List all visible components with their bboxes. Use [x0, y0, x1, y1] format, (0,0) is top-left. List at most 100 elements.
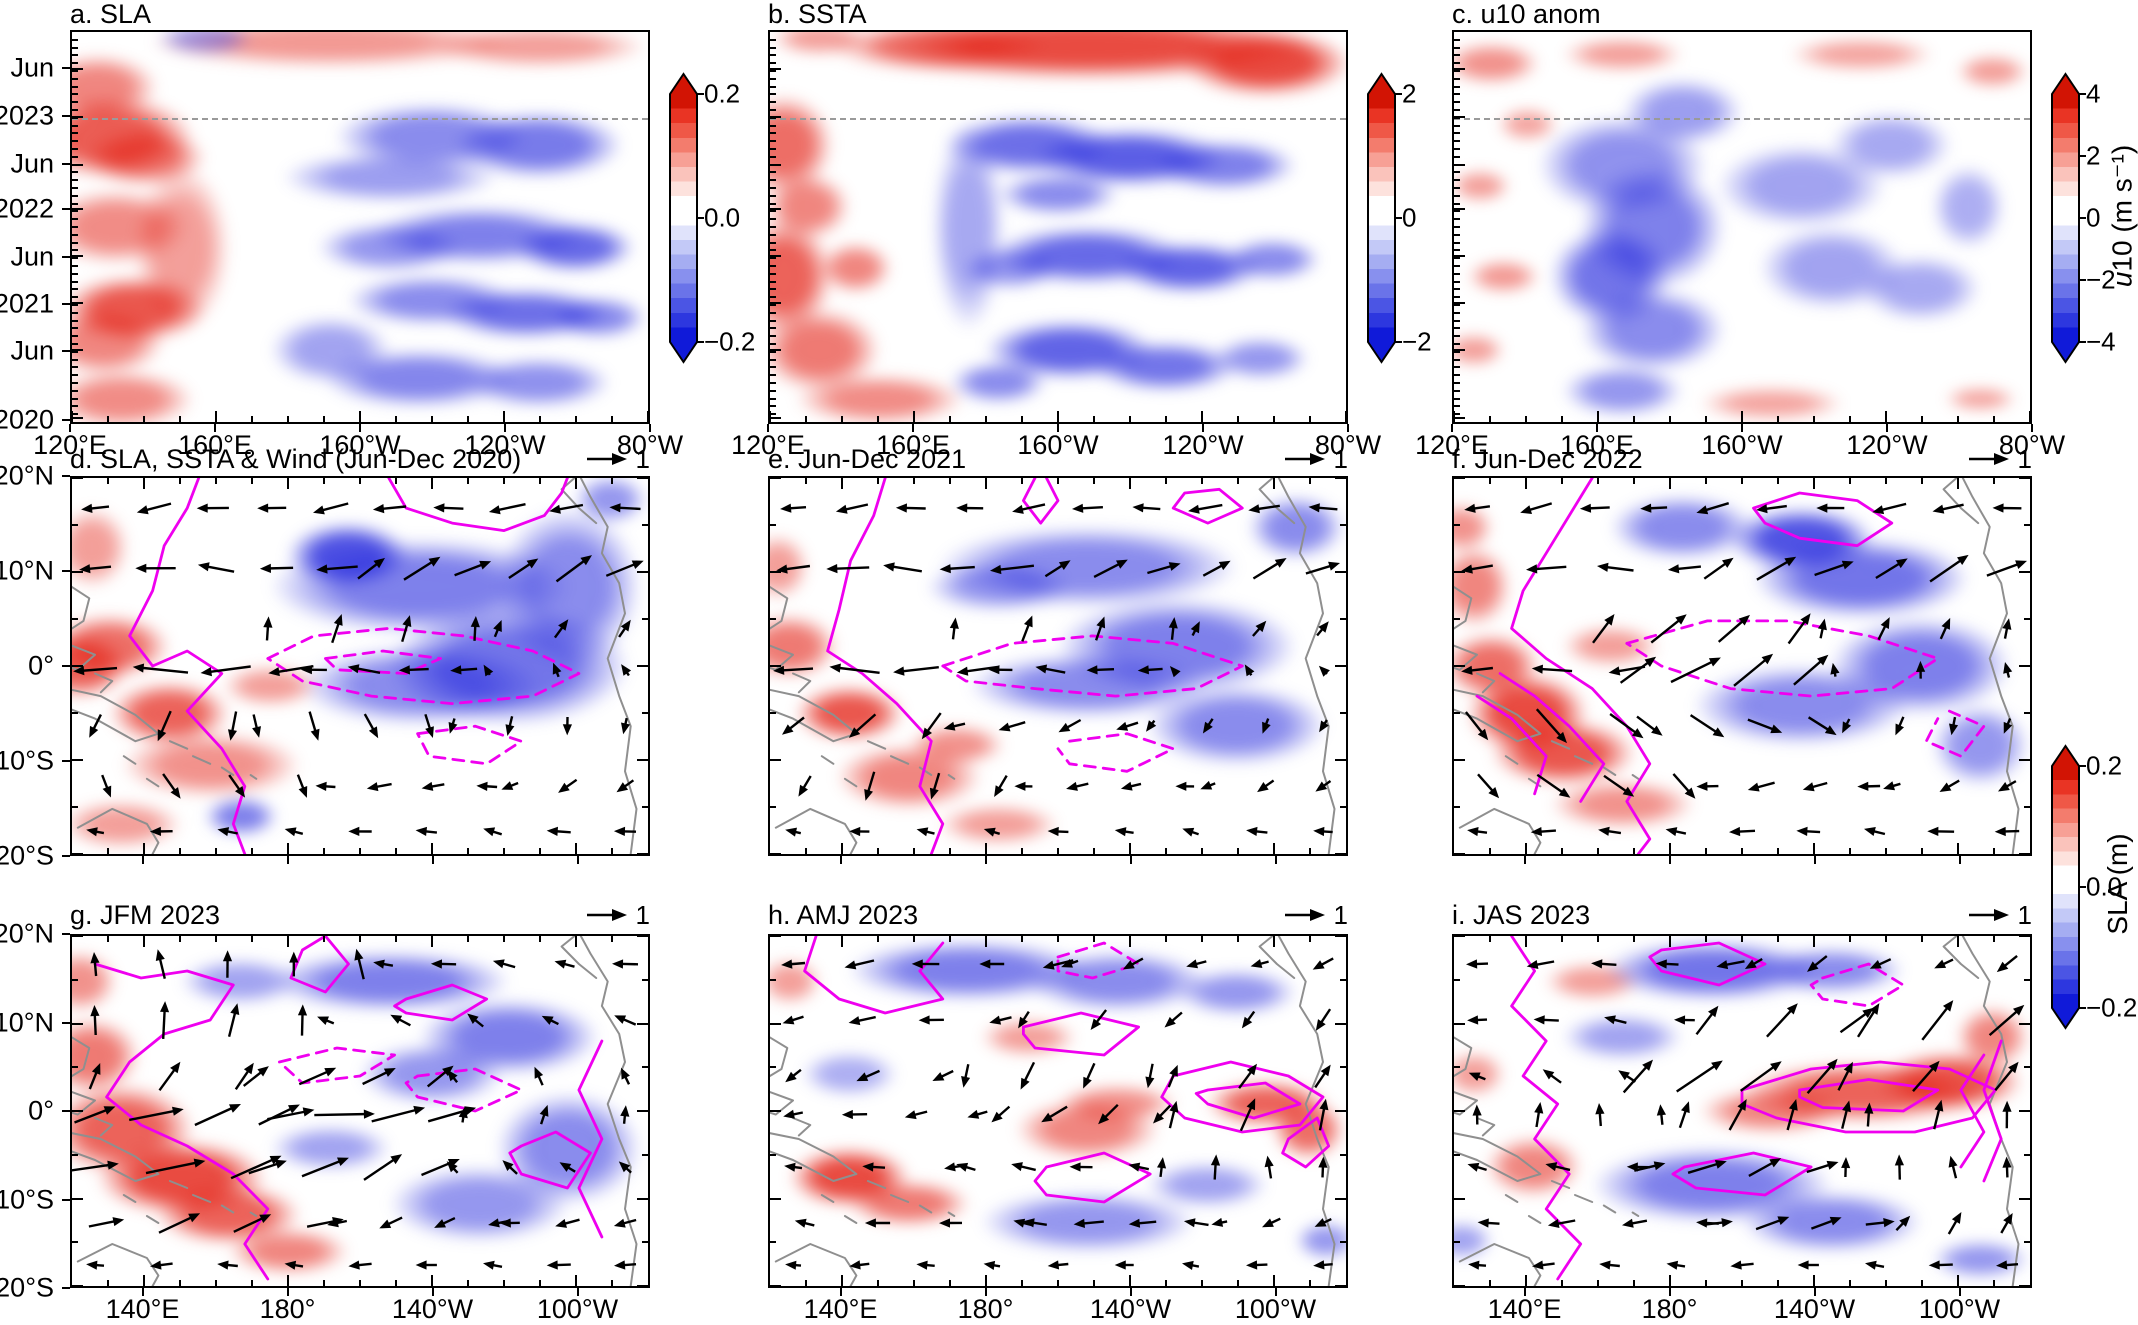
colorbar-sla-map: 0.2 0.0 −0.2 [2050, 744, 2138, 1034]
axis-tick [1340, 618, 1346, 620]
axis-tick [1813, 843, 1815, 854]
anomaly-blob [1248, 495, 1345, 560]
anomaly-blob [1563, 626, 1659, 666]
anomaly-blob [1932, 705, 2029, 785]
axis-tick [72, 335, 78, 338]
axis-tick [913, 1280, 915, 1286]
axis-tick [1813, 1288, 1816, 1296]
axis-tick [1669, 936, 1671, 947]
axis-tick [770, 1022, 781, 1025]
anomaly-blob [1956, 54, 2029, 88]
y-tick-label: 10°N [0, 555, 54, 586]
axis-tick [642, 806, 648, 808]
axis-tick [1454, 194, 1460, 197]
axis-tick [215, 1280, 217, 1286]
axis-tick [143, 1275, 145, 1286]
axis-tick [431, 416, 433, 422]
panel-d-map [70, 476, 650, 856]
axis-tick [611, 416, 613, 422]
axis-tick [72, 417, 83, 420]
axis-tick [1340, 1153, 1346, 1156]
anomaly-blob [1700, 386, 1844, 420]
axis-tick [72, 46, 78, 49]
axis-tick [1454, 759, 1465, 761]
axis-tick [1454, 327, 1460, 330]
axis-tick [72, 343, 78, 345]
axis-tick [1777, 848, 1779, 854]
axis-tick [72, 163, 83, 166]
axis-tick [770, 218, 776, 221]
axis-tick [1489, 416, 1491, 422]
axis-tick [395, 936, 397, 942]
axis-tick [1237, 478, 1239, 484]
anomaly-blob [1212, 337, 1309, 379]
axis-tick [1201, 1280, 1203, 1286]
axis-tick [1885, 411, 1887, 422]
axis-tick [179, 478, 181, 484]
coastlines-layer [1454, 936, 2020, 1286]
sla-colorbar-axis-label: SLA (m) [2102, 833, 2134, 934]
axis-tick [1021, 416, 1023, 422]
axis-tick [984, 1288, 987, 1296]
axis-tick [642, 1066, 648, 1069]
axis-tick [72, 68, 83, 71]
panel-f-map [1452, 476, 2032, 856]
panel-h-title-text: h. AMJ 2023 [768, 900, 919, 930]
axis-tick [839, 856, 842, 864]
anomaly-blob [181, 959, 301, 1004]
axis-tick [72, 665, 83, 667]
axis-tick [215, 848, 217, 854]
axis-tick [1741, 936, 1743, 942]
axis-tick [770, 194, 776, 197]
axis-tick [1454, 265, 1460, 267]
x-tick-label: 160°E [178, 430, 252, 460]
anomaly-blob [998, 173, 1118, 215]
axis-tick [1921, 848, 1923, 854]
colorbar-tick-label: 0.0 [2086, 871, 2123, 902]
axis-tick [1454, 38, 1460, 41]
colorbar-tick-label: −0.2 [2086, 992, 2138, 1023]
panel-f-title-text: f. Jun-Dec 2022 [1452, 444, 1643, 474]
axis-tick [767, 424, 769, 432]
axis-tick [62, 855, 70, 857]
axis-tick [1309, 1280, 1311, 1286]
panel-h-title: h. AMJ 2023 1 [768, 900, 1348, 930]
axis-tick [1668, 1288, 1671, 1296]
axis-tick [1454, 101, 1460, 104]
axis-tick [323, 848, 325, 854]
axis-tick [1454, 202, 1460, 205]
axis-tick [1454, 46, 1460, 49]
axis-tick [1454, 343, 1460, 345]
axis-tick [805, 848, 807, 854]
axis-tick [1669, 416, 1671, 422]
axis-tick [1454, 257, 1460, 260]
axis-tick [637, 571, 648, 573]
panel-i-title: i. JAS 2023 1 [1452, 900, 2032, 930]
axis-tick [395, 1280, 397, 1286]
axis-tick [1454, 163, 1465, 166]
axis-tick [1335, 571, 1346, 573]
colorbar-tick-label: 2 [2086, 140, 2101, 171]
axis-tick [62, 1287, 70, 1289]
axis-tick [287, 478, 289, 489]
axis-tick [1454, 389, 1460, 392]
axis-tick [2019, 478, 2030, 479]
axis-tick [72, 571, 83, 573]
axis-tick [1705, 848, 1707, 854]
axis-tick [1454, 405, 1460, 408]
axis-tick [770, 38, 776, 41]
axis-tick [141, 856, 144, 864]
axis-tick [1454, 124, 1460, 127]
axis-tick [215, 478, 217, 484]
axis-tick [72, 1197, 83, 1200]
axis-tick [1093, 1280, 1095, 1286]
axis-tick [2019, 1197, 2030, 1200]
axis-tick [770, 85, 776, 88]
x-tick-label: 140°W [1773, 1294, 1856, 1324]
y-tick-label: Jun [10, 335, 54, 366]
axis-tick [72, 978, 78, 981]
panel-c-title: c. u10 anom [1452, 0, 2032, 29]
axis-tick [985, 478, 987, 489]
anomaly-blob [72, 370, 194, 422]
